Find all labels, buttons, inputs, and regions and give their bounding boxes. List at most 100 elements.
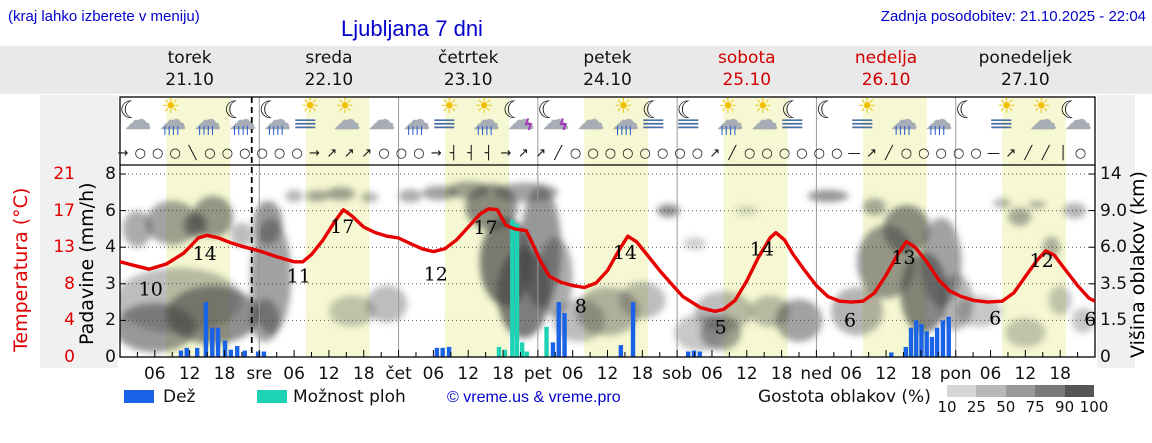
weather-icon: ☀ ☁ [328,96,364,140]
temperature-label: 5 [715,317,727,339]
rain-icon: |||| [163,126,181,136]
moon-icon: ☾ [676,96,699,124]
rain-bar [903,346,909,357]
weather-icon: ☀ ☁ [746,96,782,140]
rain-bar [235,346,240,357]
weather-icon: ☾ ☁ [119,98,155,140]
cloud-blob [830,287,884,336]
x-axis-label: 18 [910,364,932,384]
temperature-label: 8 [575,296,587,318]
cloud-scale-title: Gostota oblakov (%) [758,387,931,407]
wind-symbol: ╱ [1024,146,1033,161]
x-axis-label: 18 [352,364,375,384]
weather-icon: ☾ ☁ ϟ [537,98,573,140]
showers-swatch [257,390,287,403]
sun-icon: ☀ [1031,94,1051,118]
rain-bar [550,342,556,357]
wind-symbol: ○ [970,146,982,161]
cloud-icon: ☁ [1029,105,1057,136]
fog-icon: ≡ [848,111,876,135]
day-date: 23.10 [443,70,493,90]
moon-icon: ☾ [119,96,141,124]
x-axis-label: 18 [1049,364,1071,384]
cloud-blob [398,189,422,203]
wind-symbol: ○ [273,146,286,161]
wind-symbol: ↗ [709,146,721,161]
rain-bar [940,320,946,357]
rain-legend-label: Dež [163,387,196,407]
weather-icon: ☀ ☁ |||| [711,94,747,140]
x-axis-label: sob [662,364,693,384]
rain-bar [618,345,624,357]
wind-symbol: ○ [778,146,791,161]
wind-symbol: ○ [674,146,686,161]
moon-icon: ☾ [815,96,838,124]
cloud-blob [656,204,681,217]
wind-symbol: ○ [256,146,268,161]
rain-bar [924,331,929,357]
wind-symbol: ○ [413,146,425,161]
cloud-density-scale-value: 10 [937,398,957,416]
cloud-icon: ☁ [925,105,953,136]
x-axis-label: 18 [213,364,236,384]
weather-icon: ☁ |||| [920,98,956,140]
cloud-blob [421,185,457,201]
cloud-density-segment [976,385,1006,397]
weather-icon: ☁ [363,98,399,140]
sun-icon: ☀ [613,94,633,118]
cloud-icon: ☁ [1064,105,1092,136]
x-axis-label: 12 [318,364,340,384]
day-name: nedelja [854,48,918,68]
cloud-icon: ☁ [124,105,152,136]
rain-bar [215,327,221,357]
wind-symbol: ╱ [885,146,893,161]
cloud-blob [1028,200,1046,209]
x-axis-label: ned [800,364,833,384]
temperature-label: 13 [891,247,915,269]
fog-icon: ≡ [778,111,806,135]
rain-bar [934,327,940,357]
wind-symbol: ╱ [728,146,737,161]
shower-bar [510,219,515,357]
cloud-tick-label: 6.0 [1100,237,1128,258]
weather-icon: ☾ ☁ |||| [259,98,295,140]
cloud-density-segment [1035,385,1065,397]
day-date: 22.10 [304,70,354,90]
x-axis-label: 06 [143,364,166,384]
wind-symbol: ○ [813,146,825,161]
fog-icon: ≡ [639,111,667,135]
sun-icon: ☀ [474,94,494,118]
temp-tick-label: 8 [64,273,75,294]
cloud-icon: ☁ [472,105,500,136]
temperature-label: 14 [193,243,217,265]
day-label-torek: torek 21.10 [120,47,260,91]
temp-tick-label: 13 [53,237,75,258]
x-axis-label: 06 [283,364,305,384]
day-name: torek [167,48,212,68]
wind-symbol: ○ [952,146,965,161]
wind-symbol: ○ [587,146,599,161]
rain-icon: |||| [406,126,425,136]
cloud-tick-label: 9.0 [1100,200,1128,221]
cloud-icon: ☁ [507,105,535,136]
cloud-blob [285,190,303,202]
moon-icon: ☾ [1059,96,1082,124]
day-date: 21.10 [165,70,214,90]
cloud-icon: ☁ [751,105,779,136]
shower-bar [502,349,507,357]
cloud-blob [883,205,930,253]
cloud-tick-label: 14 [1100,164,1122,184]
x-axis-label: 06 [840,364,863,384]
storm-icon: ϟ [523,116,534,134]
rain-bar [210,327,215,357]
weather-icon: ☁ |||| [885,98,921,140]
x-axis-label: čet [385,364,412,384]
rain-bar [203,302,209,357]
cloud-density-scale-value: 50 [996,398,1016,416]
copyright-link[interactable]: © vreme.us & vreme.pro [447,389,621,406]
cloud-blob [862,198,887,216]
weather-icon: ☀ ☁ |||| [154,96,190,140]
cloud-blob [807,189,849,203]
sun-icon: ☀ [718,94,738,118]
precip-tick-label: 4 [105,237,116,258]
